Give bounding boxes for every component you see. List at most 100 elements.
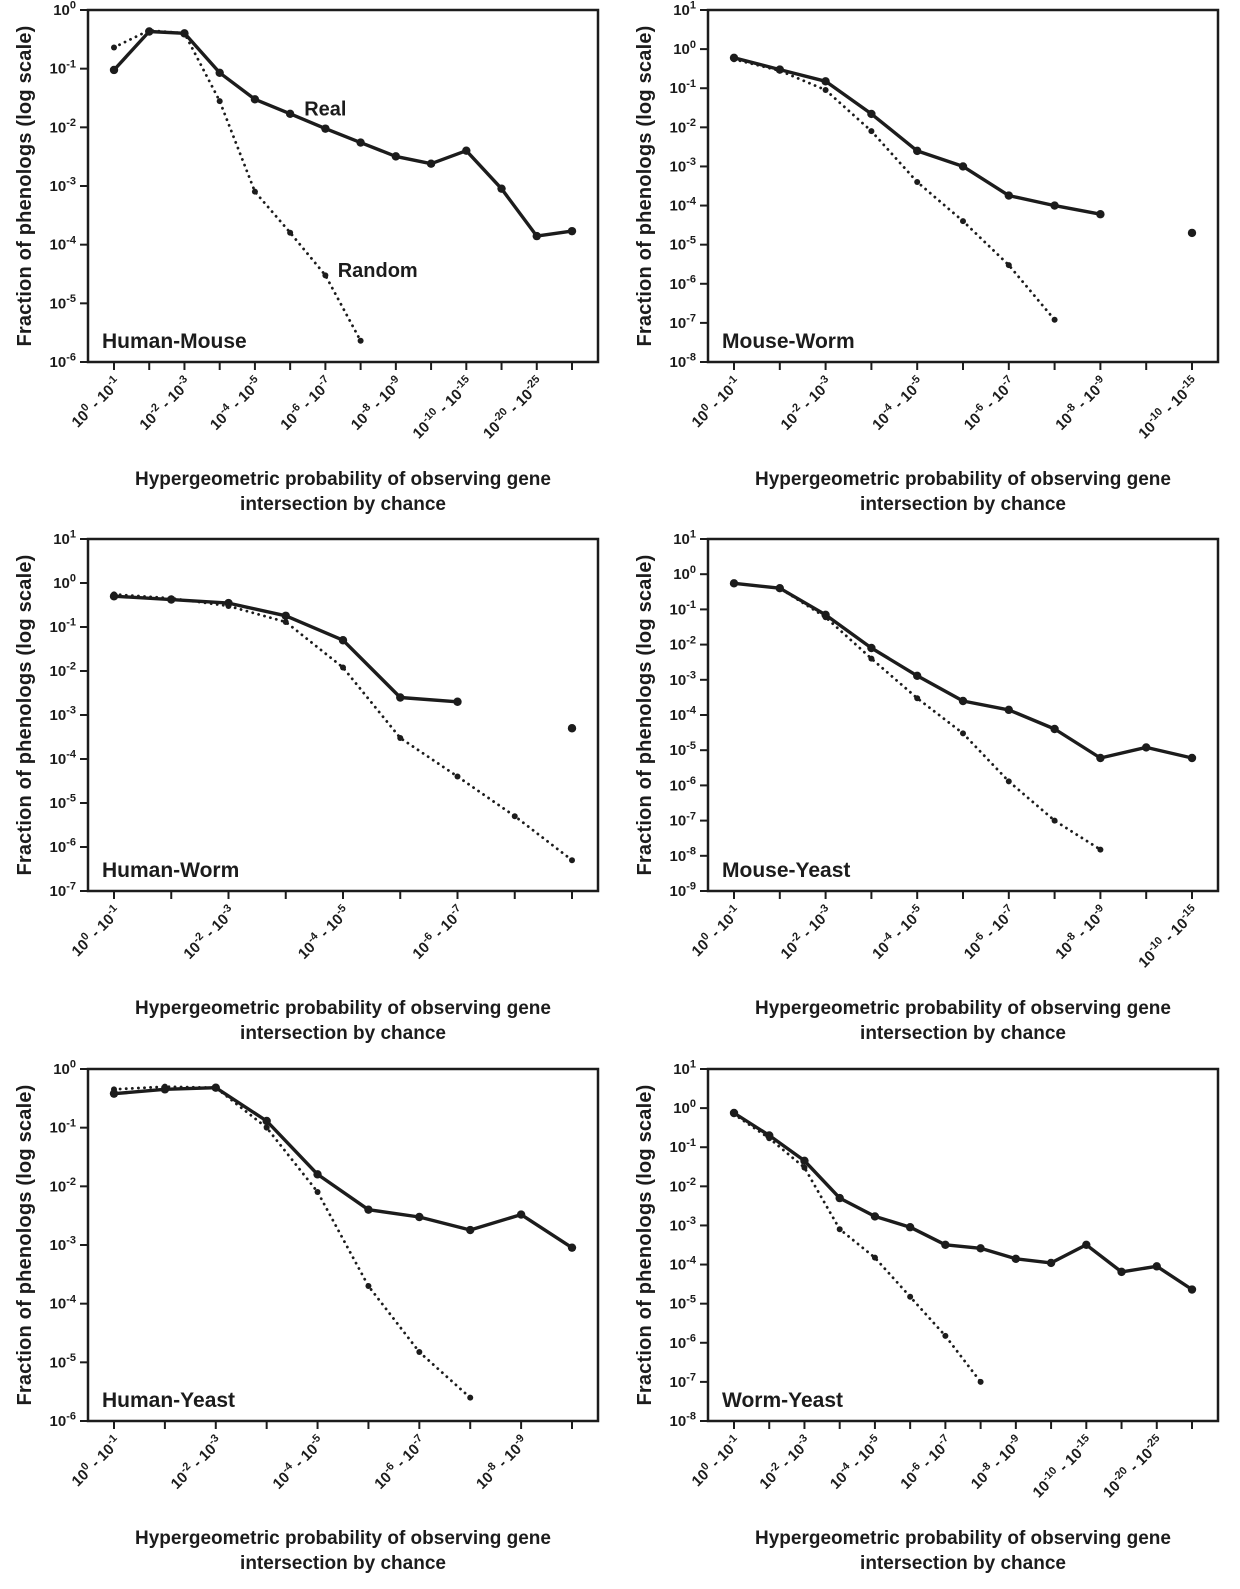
random-data-point bbox=[357, 337, 364, 344]
plot-human-yeast: 100 10-1 10-2 10-3 10-4 10-5 10-6 100 - 10-1 10-… bbox=[50, 1059, 600, 1493]
random-data-point bbox=[1097, 846, 1104, 853]
panel-label: Mouse-Worm bbox=[722, 330, 855, 353]
x-tick-label: 10-6 - 10-7 bbox=[370, 1432, 431, 1493]
y-tick-label: 10-6 bbox=[670, 273, 696, 292]
real-data-point bbox=[109, 1089, 119, 1098]
y-tick-label: 10-1 bbox=[670, 1137, 696, 1156]
panel-label: Human-Worm bbox=[102, 859, 239, 882]
x-tick-label: 10-4 - 10-5 bbox=[293, 902, 354, 963]
real-data-point bbox=[941, 1240, 950, 1249]
random-data-point bbox=[868, 655, 875, 662]
chart-panel-human-mouse: Fraction of phenologs (log scale) 100 10-… bbox=[0, 0, 620, 529]
random-data-point bbox=[1005, 262, 1012, 269]
random-data-point bbox=[960, 730, 966, 737]
y-tick-label: 101 bbox=[53, 529, 76, 548]
random-data-point bbox=[111, 591, 117, 598]
plot-border bbox=[706, 8, 1220, 364]
random-series-line bbox=[112, 28, 362, 343]
x-axis-title-line1: Hypergeometric probability of observing … bbox=[135, 1528, 551, 1549]
x-axis-title: Hypergeometric probability of observing … bbox=[88, 468, 598, 517]
real-data-point bbox=[1004, 191, 1013, 200]
plot-worm-yeast: 101 100 10-1 10-2 10-3 10-4 10-5 10-6 10-7 10-8 10… bbox=[670, 1059, 1220, 1501]
y-tick-label: 10-3 bbox=[670, 156, 696, 175]
x-tick-label: 10-6 - 10-7 bbox=[408, 902, 469, 963]
chart-panel-mouse-worm: Fraction of phenologs (log scale) 101 100… bbox=[620, 0, 1240, 529]
x-tick-label: 10-20 - 10-25 bbox=[478, 373, 547, 442]
real-data-point bbox=[1046, 1258, 1056, 1268]
real-data-point bbox=[285, 109, 295, 119]
real-data-point bbox=[453, 697, 462, 706]
x-axis-title-line2: intersection by chance bbox=[860, 493, 1066, 515]
real-data-point bbox=[1011, 1254, 1021, 1264]
y-tick-label: 10-8 bbox=[670, 352, 696, 371]
y-tick-label: 101 bbox=[673, 0, 696, 19]
real-data-point bbox=[1117, 1267, 1126, 1277]
y-tick-label: 10-6 bbox=[670, 1332, 696, 1351]
y-tick-label: 10-5 bbox=[50, 293, 76, 312]
random-data-point bbox=[322, 272, 329, 279]
y-tick-label: 10-1 bbox=[50, 617, 76, 636]
x-tick-label: 100 - 10-1 bbox=[687, 902, 745, 960]
x-tick-label: 10-2 - 10-3 bbox=[755, 1432, 816, 1493]
random-data-point bbox=[340, 664, 346, 671]
y-tick-label: 10-8 bbox=[670, 846, 696, 865]
random-series-line bbox=[732, 581, 1102, 851]
y-tick-label: 10-6 bbox=[50, 352, 76, 371]
real-data-point bbox=[338, 636, 348, 645]
random-data-point bbox=[467, 1394, 474, 1401]
random-data-point bbox=[776, 67, 783, 74]
random-data-point bbox=[977, 1378, 984, 1385]
x-tick-label: 10-10 - 10-15 bbox=[1134, 373, 1203, 442]
random-data-point bbox=[731, 56, 737, 63]
y-tick-label: 10-4 bbox=[670, 195, 697, 214]
random-data-point bbox=[569, 857, 575, 864]
x-axis-title-line2: intersection by chance bbox=[240, 1552, 446, 1574]
x-tick-label: 10-8 - 10-9 bbox=[966, 1432, 1027, 1493]
plot-border bbox=[86, 537, 600, 893]
x-tick-label: 10-10 - 10-15 bbox=[1134, 902, 1203, 971]
random-data-point bbox=[111, 44, 117, 51]
real-series-line bbox=[113, 1086, 573, 1250]
y-tick-label: 10-4 bbox=[50, 1293, 77, 1312]
random-series-line bbox=[732, 57, 1056, 322]
x-tick-label: 10-8 - 10-9 bbox=[471, 1432, 532, 1493]
annotation-label: Random bbox=[338, 260, 418, 282]
real-data-point bbox=[821, 77, 830, 86]
random-data-point bbox=[1005, 778, 1012, 785]
chart-panel-human-worm: Fraction of phenologs (log scale) 101 100… bbox=[0, 529, 620, 1058]
random-data-point bbox=[168, 595, 175, 602]
random-data-point bbox=[1051, 817, 1058, 824]
y-tick-label: 10-2 bbox=[670, 634, 696, 653]
random-data-point bbox=[960, 218, 966, 225]
real-series-line bbox=[112, 29, 573, 238]
y-tick-label: 101 bbox=[673, 1059, 696, 1078]
x-tick-label: 10-8 - 10-9 bbox=[346, 373, 407, 434]
real-data-point bbox=[958, 162, 968, 171]
random-data-point bbox=[365, 1283, 372, 1290]
x-axis-title-line1: Hypergeometric probability of observing … bbox=[755, 469, 1171, 490]
real-data-point bbox=[1096, 210, 1105, 219]
random-data-point bbox=[111, 1086, 117, 1093]
x-axis-title-line1: Hypergeometric probability of observing … bbox=[135, 998, 551, 1019]
random-data-point bbox=[251, 188, 258, 195]
random-data-point bbox=[801, 1164, 808, 1171]
random-series-line bbox=[112, 593, 574, 862]
random-data-point bbox=[942, 1332, 949, 1339]
random-data-point bbox=[314, 1189, 321, 1196]
random-data-point bbox=[914, 695, 921, 702]
y-tick-label: 10-3 bbox=[670, 670, 696, 689]
x-tick-label: 10-6 - 10-7 bbox=[896, 1432, 957, 1493]
panel-label: Human-Yeast bbox=[102, 1389, 235, 1412]
chart-panel-worm-yeast: Fraction of phenologs (log scale) 101 100… bbox=[620, 1059, 1240, 1588]
real-series-line bbox=[114, 596, 572, 728]
annotation-label: Real bbox=[304, 98, 346, 120]
random-data-point bbox=[225, 603, 232, 610]
y-tick-label: 10-9 bbox=[670, 881, 696, 900]
y-tick-label: 10-2 bbox=[50, 1176, 76, 1195]
plot-mouse-yeast: 101 100 10-1 10-2 10-3 10-4 10-5 10-6 10-7 10-8 10… bbox=[670, 529, 1220, 971]
random-data-point bbox=[216, 98, 223, 105]
random-data-point bbox=[511, 813, 518, 820]
y-tick-label: 10-2 bbox=[50, 661, 76, 680]
y-tick-label: 100 bbox=[53, 0, 76, 19]
plot-border bbox=[86, 1067, 600, 1423]
